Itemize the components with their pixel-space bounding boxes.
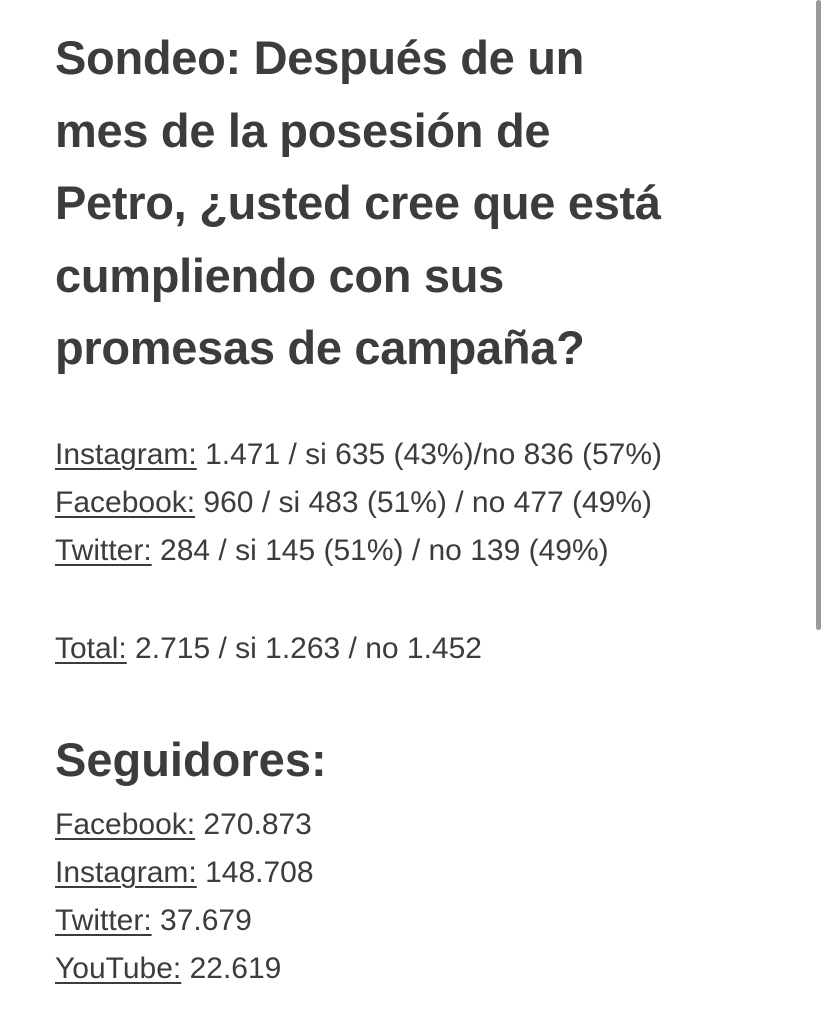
total-value: 2.715 / si 1.263 / no 1.452	[126, 632, 482, 665]
title-line: promesas de campaña?	[55, 321, 585, 374]
follower-row-facebook: Facebook: 270.873	[55, 801, 314, 849]
follower-value: 148.708	[196, 856, 314, 889]
follower-value: 22.619	[181, 952, 282, 985]
followers-list: Facebook: 270.873 Instagram: 148.708 Twi…	[55, 801, 314, 993]
follower-label: Facebook:	[55, 808, 196, 841]
follower-row-youtube: YouTube: 22.619	[55, 945, 314, 993]
follower-value: 37.679	[151, 904, 252, 937]
poll-value: 960 / si 483 (51%) / no 477 (49%)	[195, 486, 653, 519]
poll-row-instagram: Instagram: 1.471 / si 635 (43%)/no 836 (…	[55, 431, 662, 479]
title-line: Petro, ¿usted cree que está	[55, 176, 661, 229]
title-line: mes de la posesión de	[55, 103, 551, 157]
title-line: Sondeo: Después de un	[55, 31, 585, 84]
follower-row-instagram: Instagram: 148.708	[55, 849, 314, 897]
followers-heading: Seguidores:	[55, 733, 327, 786]
poll-value: 284 / si 145 (51%) / no 139 (49%)	[151, 534, 609, 567]
poll-row-twitter: Twitter: 284 / si 145 (51%) / no 139 (49…	[55, 527, 662, 575]
follower-value: 270.873	[195, 808, 312, 841]
title-line: cumpliendo con sus	[55, 248, 504, 302]
poll-results: Instagram: 1.471 / si 635 (43%)/no 836 (…	[55, 431, 662, 575]
poll-value: 1.471 / si 635 (43%)/no 836 (57%)	[196, 438, 663, 471]
poll-label: Twitter:	[55, 534, 152, 567]
total-label: Total:	[55, 632, 127, 665]
poll-row-facebook: Facebook: 960 / si 483 (51%) / no 477 (4…	[55, 479, 662, 527]
follower-label: Instagram:	[55, 856, 197, 889]
note-title: Sondeo: Después de un mes de la posesión…	[55, 22, 661, 385]
follower-label: YouTube:	[55, 952, 182, 985]
follower-label: Twitter:	[55, 904, 152, 937]
poll-label: Facebook:	[55, 486, 196, 519]
vertical-scrollbar[interactable]	[816, 0, 821, 630]
poll-total: Total: 2.715 / si 1.263 / no 1.452	[55, 625, 482, 673]
follower-row-twitter: Twitter: 37.679	[55, 897, 314, 945]
poll-label: Instagram:	[55, 438, 197, 471]
